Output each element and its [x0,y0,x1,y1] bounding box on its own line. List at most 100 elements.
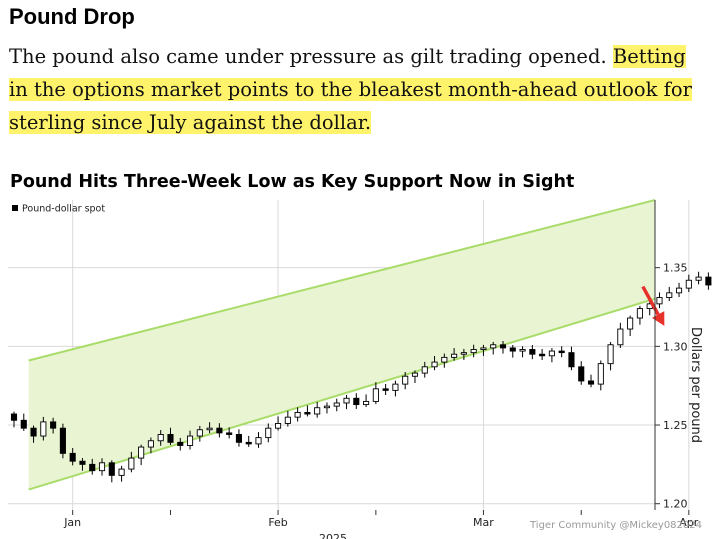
x-tick-label: Jan [63,516,81,529]
candle-body [50,421,57,429]
candle-body [490,344,497,349]
candle [490,341,497,355]
candle-body [138,446,145,459]
candle-body [284,416,291,424]
candle-body [656,297,663,305]
x-axis: JanFebMarAprMayJunJulAug [63,510,699,529]
candle-body [509,347,516,352]
legend-label: Pound-dollar spot [22,204,105,215]
candle [294,407,301,422]
y-axis-title: Dollars per pound [688,327,703,443]
candle-body [69,452,76,462]
candle-body [275,423,282,429]
candle [89,458,96,475]
candle [421,361,428,378]
candle [558,346,565,358]
chart-title: Pound Hits Three-Week Low as Key Support… [10,172,575,192]
candle-body [245,441,252,445]
candle-body [666,292,673,299]
candle [353,393,360,409]
candle-body [705,276,712,286]
candle-body [597,363,604,385]
candle-body [177,441,184,446]
candle [617,322,624,349]
candle [460,348,467,360]
candle [69,448,76,466]
candle-body [333,402,340,407]
candle-body [695,276,702,281]
arrow-shaft [641,285,660,316]
candle-body [558,350,565,354]
candle-body [529,349,536,355]
candle-body [607,344,614,365]
candle [587,374,595,388]
candle-body [627,317,634,330]
candle [470,344,477,358]
candle-body [636,308,643,319]
candle [441,353,448,368]
candle-body [519,349,526,352]
candle-body [186,435,194,446]
candle [186,430,194,450]
candle [392,380,399,397]
x-tick-label: Feb [268,516,287,529]
candle [157,430,164,446]
candle [411,370,419,384]
candle [519,346,526,358]
candle-body [167,434,174,443]
candle [235,429,242,447]
candle-body [255,437,262,445]
candle [480,344,487,356]
candle [226,427,233,439]
candle [597,360,604,391]
candle-body [451,353,458,358]
candle-body [157,434,164,442]
candle [98,458,106,476]
candle-body [304,411,311,415]
candle-body [685,279,692,289]
candle [323,402,331,414]
candle-body [323,405,331,409]
candle [118,465,125,482]
candle-body [568,352,575,368]
candle-body [40,421,47,437]
candle-body [411,372,419,377]
candle [50,417,57,434]
candle [167,427,174,446]
candle [216,423,223,438]
candle-body [343,397,350,404]
candle-body [421,366,428,374]
candle [695,271,702,285]
candle [451,348,458,361]
candle-body [372,388,379,402]
candle-body [353,397,360,406]
candle [656,292,663,309]
candle [147,437,154,454]
candle-body [402,375,409,385]
candle-body [382,388,389,391]
candle [138,444,145,466]
candle-body [89,463,96,472]
candle-body [548,350,555,357]
candle [382,383,389,395]
candle [627,315,634,337]
candle-body [460,352,467,355]
article-heading: Pound Drop [9,4,135,29]
candle-body [539,353,546,357]
paragraph-text: The pound also came under pressure as gi… [9,45,613,68]
candle-body [578,366,585,382]
candle-body [431,361,438,368]
watermark: Tiger Community @Mickey082024 [529,520,702,531]
candle [402,371,409,390]
x-axis-year: 2025 [319,532,347,539]
candle [79,458,86,471]
candle-body [314,407,321,415]
candle [314,401,321,418]
candle [20,413,27,431]
candle [206,422,213,434]
candle-body [617,328,624,346]
candle [10,411,18,428]
candle [304,405,311,417]
candle-body [235,434,242,443]
candle-body [441,356,448,363]
